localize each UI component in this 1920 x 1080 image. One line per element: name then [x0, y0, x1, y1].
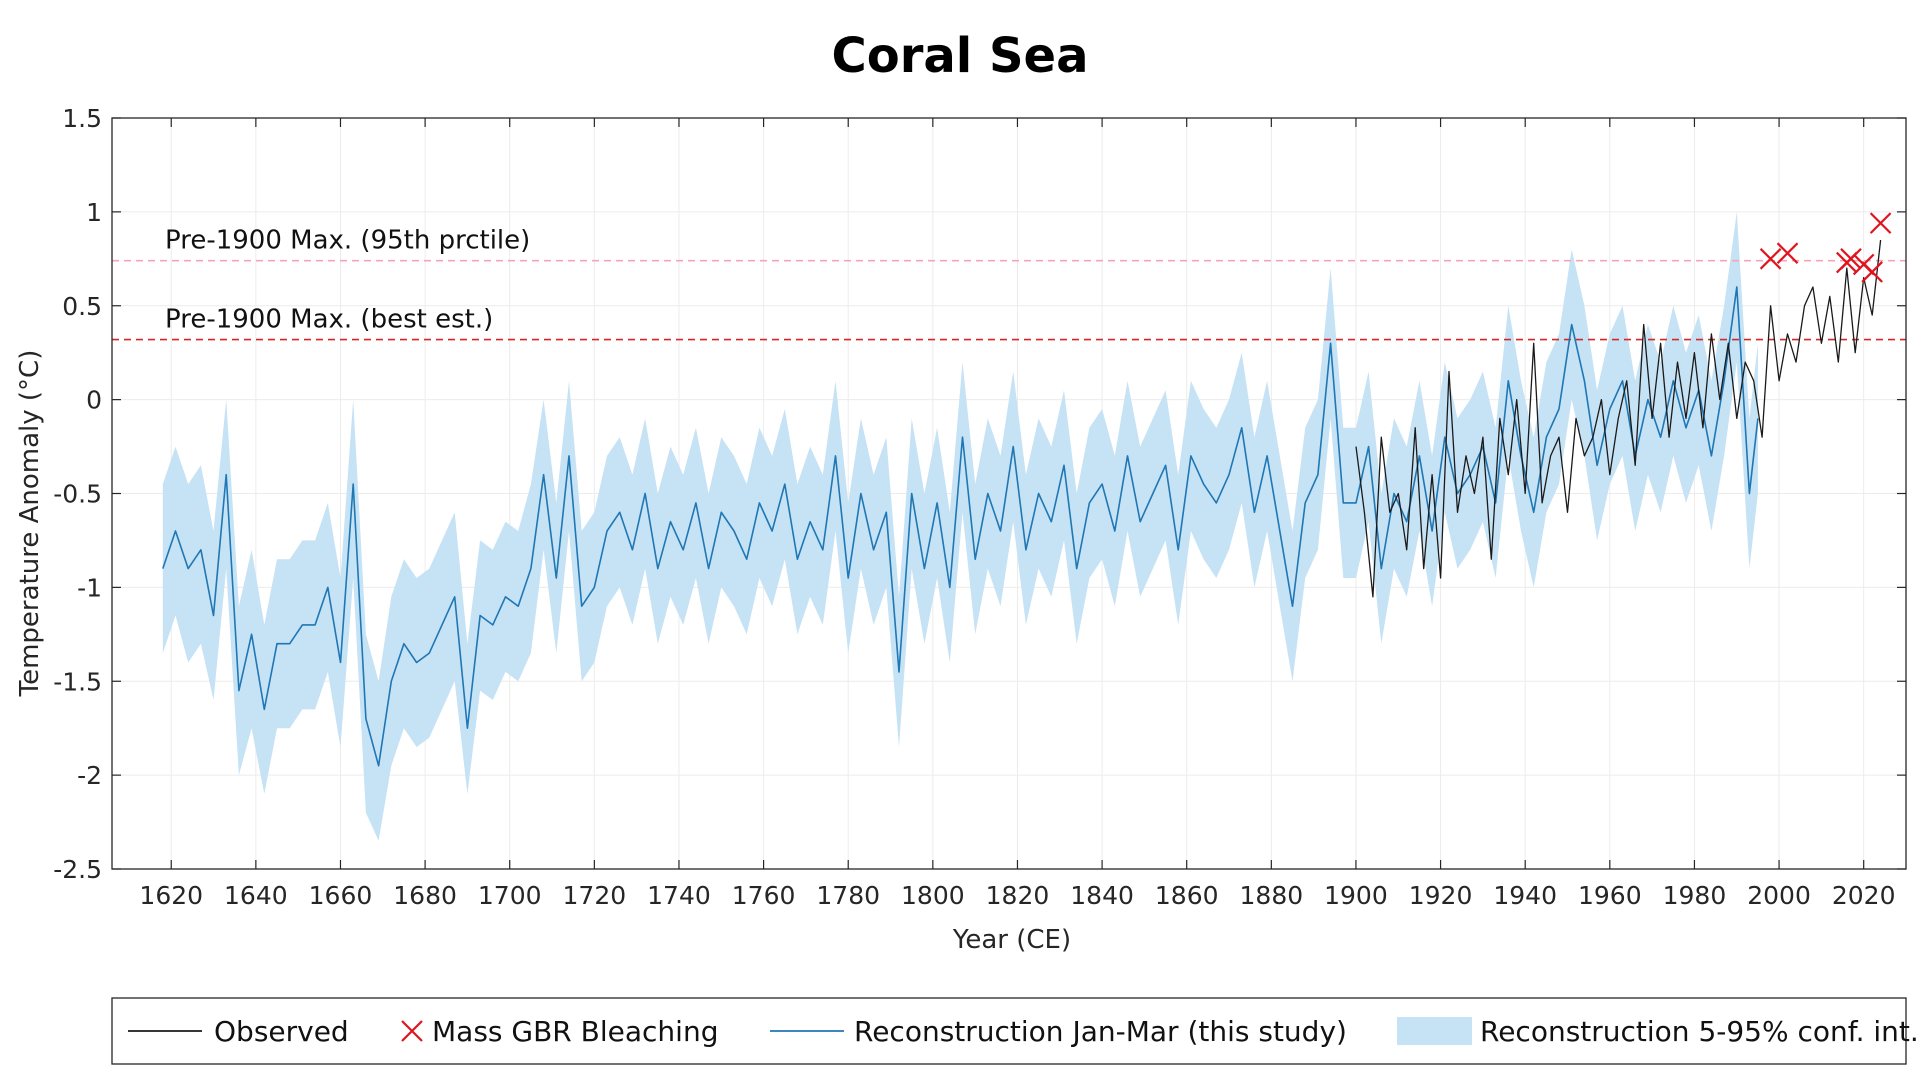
confidence-band	[162, 211, 1758, 841]
legend-label: Reconstruction 5-95% conf. int.	[1480, 1015, 1919, 1048]
plot-area: Pre-1900 Max. (95th prctile) Pre-1900 Max…	[53, 104, 1907, 910]
x-tick-label: 1640	[224, 881, 288, 910]
bleaching-marker	[1869, 212, 1892, 234]
reconstruction-line	[162, 286, 1759, 767]
bleaching-marker	[1759, 248, 1782, 270]
x-tick-label: 1880	[1240, 881, 1304, 910]
chart-title: Coral Sea	[832, 28, 1089, 84]
legend-swatch-marker	[401, 1020, 423, 1042]
x-tick-label: 1780	[816, 881, 880, 910]
x-tick-label: 1860	[1155, 881, 1219, 910]
x-tick-label: 1740	[647, 881, 711, 910]
bleaching-marker	[1840, 248, 1862, 270]
x-tick-label: 1800	[901, 881, 965, 910]
x-tick-label: 1920	[1409, 881, 1473, 910]
x-tick-label: 2000	[1747, 881, 1811, 910]
y-tick-label: 0.5	[62, 292, 102, 321]
reference-line-label: Pre-1900 Max. (best est.)	[165, 305, 493, 335]
x-tick-label: 2020	[1832, 881, 1896, 910]
legend-label: Mass GBR Bleaching	[432, 1015, 718, 1048]
legend-label: Observed	[214, 1015, 349, 1048]
x-tick-label: 1940	[1493, 881, 1557, 910]
x-tick-label: 1620	[139, 881, 203, 910]
reference-line-label: Pre-1900 Max. (95th prctile)	[165, 226, 530, 256]
y-axis-label: Temperature Anomaly (°C)	[15, 350, 45, 698]
legend: Observed Mass GBR Bleaching Reconstruction…	[111, 997, 1919, 1065]
y-tick-label: 1.5	[62, 104, 102, 133]
legend-swatch-patch	[1397, 1017, 1472, 1045]
y-tick-label: -2	[77, 761, 102, 790]
legend-label: Reconstruction Jan-Mar (this study)	[854, 1015, 1347, 1048]
x-tick-label: 1720	[563, 881, 627, 910]
y-tick-label: -0.5	[53, 480, 102, 509]
x-tick-label: 1680	[393, 881, 457, 910]
x-tick-label: 1900	[1324, 881, 1388, 910]
x-tick-label: 1760	[732, 881, 796, 910]
y-tick-label: -2.5	[53, 855, 102, 884]
x-tick-label: 1960	[1578, 881, 1642, 910]
x-tick-label: 1980	[1663, 881, 1727, 910]
x-tick-label: 1700	[478, 881, 542, 910]
bleaching-marker	[1861, 261, 1883, 283]
x-axis-label: Year (CE)	[952, 925, 1071, 955]
x-tick-label: 1820	[986, 881, 1050, 910]
y-tick-label: 1	[86, 198, 102, 227]
x-tick-label: 1660	[309, 881, 373, 910]
x-tick-label: 1840	[1070, 881, 1134, 910]
y-tick-label: 0	[86, 386, 102, 415]
bleaching-marker	[1776, 242, 1799, 264]
y-tick-label: -1.5	[53, 667, 102, 696]
observed-line	[1355, 239, 1882, 598]
y-tick-label: -1	[77, 573, 102, 602]
